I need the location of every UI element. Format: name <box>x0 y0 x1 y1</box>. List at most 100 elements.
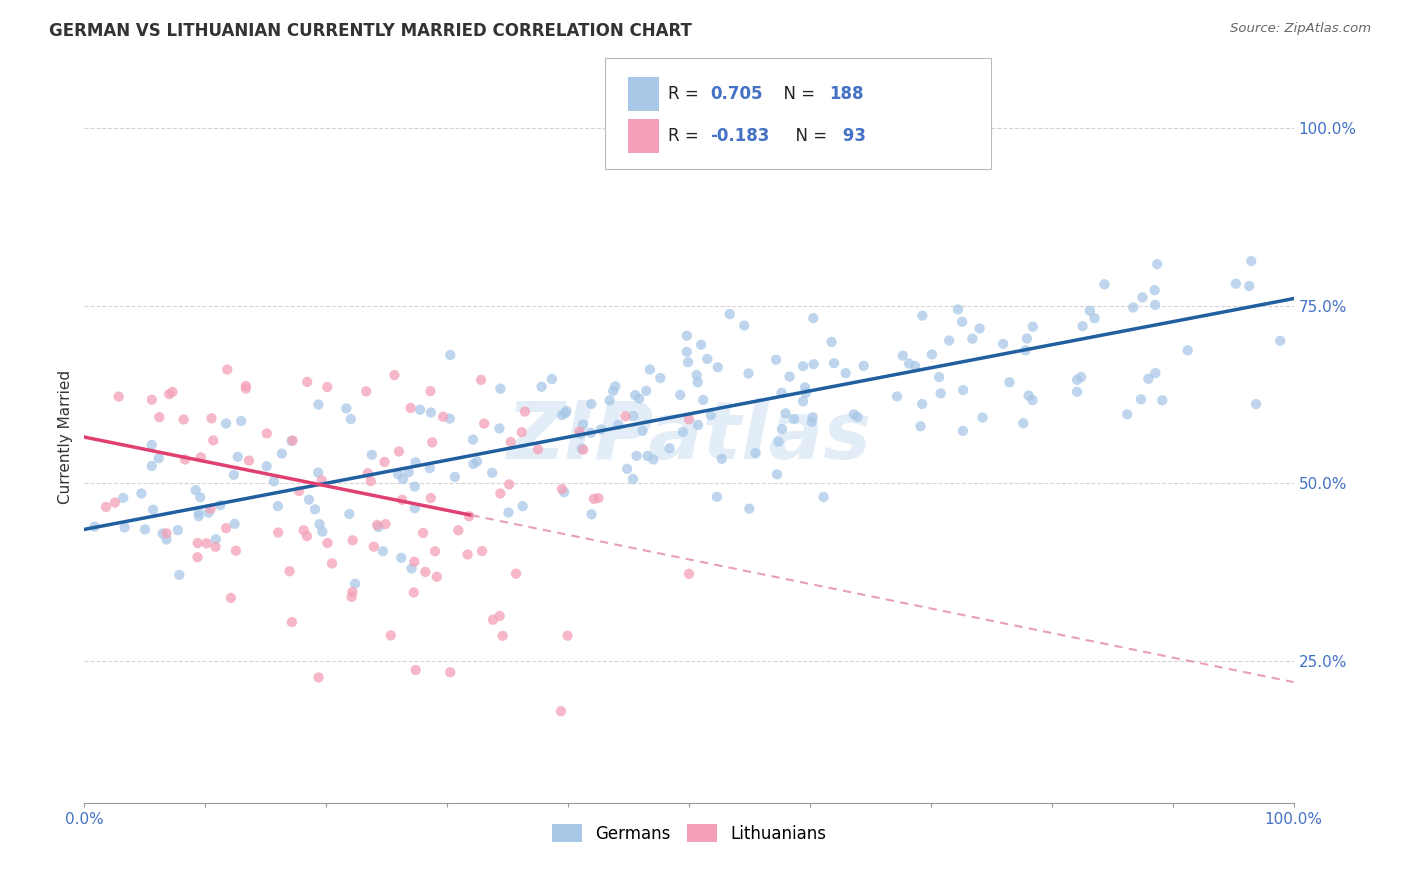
Point <box>482 613 505 627</box>
Point <box>398 465 420 479</box>
Point <box>134 523 156 537</box>
Point <box>344 576 367 591</box>
Point <box>579 425 602 440</box>
Point <box>200 411 222 425</box>
Point <box>834 366 856 380</box>
Point <box>458 509 481 524</box>
Point <box>307 466 329 480</box>
Point <box>614 409 637 424</box>
Point <box>678 412 700 426</box>
Point <box>419 491 441 505</box>
Point <box>581 397 603 411</box>
Point <box>636 384 658 398</box>
Point <box>256 426 278 441</box>
Point <box>813 490 835 504</box>
Point <box>190 450 212 465</box>
Point <box>235 379 257 393</box>
Point <box>94 500 117 514</box>
Point <box>278 564 301 578</box>
Point <box>354 384 377 399</box>
Point <box>631 424 654 438</box>
Point <box>1014 343 1036 358</box>
Point <box>626 449 648 463</box>
Point <box>380 628 402 642</box>
Point <box>155 533 177 547</box>
Point <box>706 490 728 504</box>
Point <box>904 359 927 373</box>
Point <box>962 332 984 346</box>
Point <box>572 442 595 457</box>
Point <box>148 451 170 466</box>
Point <box>267 525 290 540</box>
Point <box>1129 392 1152 407</box>
Point <box>112 491 135 505</box>
Point <box>571 442 593 456</box>
Point <box>311 524 333 539</box>
Point <box>770 422 793 436</box>
Point <box>898 357 921 371</box>
Point <box>911 309 934 323</box>
Point <box>766 467 789 482</box>
Point <box>643 452 665 467</box>
Point <box>1152 393 1174 408</box>
Point <box>415 565 437 579</box>
Point <box>911 397 934 411</box>
Text: 93: 93 <box>837 127 866 145</box>
Point <box>669 388 692 402</box>
Point <box>363 540 385 554</box>
Point <box>733 318 755 333</box>
Point <box>1137 372 1160 386</box>
Point <box>557 629 579 643</box>
Point <box>342 533 364 548</box>
Point <box>650 371 672 385</box>
Point <box>420 405 443 419</box>
Point <box>792 359 814 374</box>
Point <box>551 408 574 422</box>
Point <box>744 446 766 460</box>
Point <box>404 480 426 494</box>
Text: N =: N = <box>773 85 821 103</box>
Point <box>718 307 741 321</box>
Point <box>676 355 699 369</box>
Point <box>498 477 520 491</box>
Point <box>1244 397 1267 411</box>
Point <box>457 548 479 562</box>
Point <box>488 421 510 435</box>
Point <box>1094 277 1116 292</box>
Point <box>488 609 510 624</box>
Point <box>800 415 823 429</box>
Point <box>783 412 806 426</box>
Point <box>969 321 991 335</box>
Point <box>678 566 700 581</box>
Point <box>311 474 333 488</box>
Point <box>1078 303 1101 318</box>
Point <box>337 507 360 521</box>
Point <box>692 392 714 407</box>
Point <box>471 544 494 558</box>
Point <box>605 379 627 393</box>
Point <box>366 518 388 533</box>
Point <box>929 386 952 401</box>
Point <box>672 425 695 439</box>
Point <box>512 499 534 513</box>
Point <box>637 449 659 463</box>
Point <box>316 380 339 394</box>
Point <box>568 425 591 439</box>
Point <box>530 380 553 394</box>
Point <box>472 417 495 431</box>
Point <box>794 380 817 394</box>
Point <box>928 370 950 384</box>
Point <box>392 472 415 486</box>
Point <box>399 401 422 415</box>
Point <box>387 467 409 481</box>
Point <box>215 521 238 535</box>
Point <box>582 491 605 506</box>
Point <box>1225 277 1247 291</box>
Point <box>738 501 761 516</box>
Point <box>307 398 329 412</box>
Legend: Germans, Lithuanians: Germans, Lithuanians <box>546 818 832 849</box>
Point <box>801 311 824 326</box>
Text: R =: R = <box>668 85 704 103</box>
Point <box>187 536 209 550</box>
Point <box>388 444 411 458</box>
